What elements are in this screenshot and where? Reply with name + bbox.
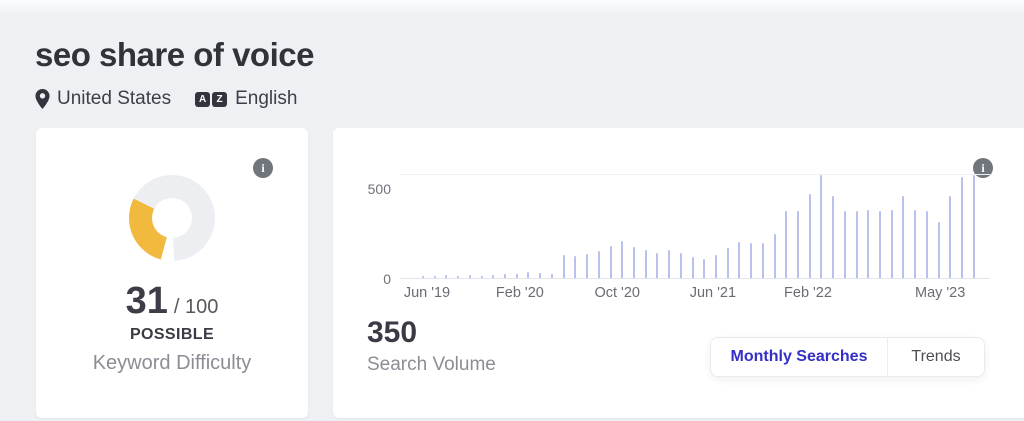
- y-axis-tick-0: 0: [383, 271, 391, 287]
- x-axis-labels: Jun '19 Feb '20 Oct '20 Jun '21 Feb '22 May '…: [404, 285, 975, 303]
- volume-bar[interactable]: [738, 242, 741, 278]
- volume-bar[interactable]: [714, 254, 717, 278]
- volume-bar[interactable]: [609, 245, 612, 278]
- chart-bars: [422, 173, 975, 278]
- search-volume-value: 350: [367, 316, 418, 349]
- x-axis-label: Feb '20: [495, 285, 544, 301]
- volume-bar[interactable]: [879, 210, 882, 278]
- difficulty-gauge: [129, 175, 215, 261]
- volume-bar[interactable]: [656, 252, 659, 278]
- language-icon: A Z: [195, 91, 228, 107]
- volume-bar[interactable]: [843, 210, 846, 278]
- volume-bar[interactable]: [492, 274, 495, 278]
- chart-tabs: Monthly Searches Trends: [710, 337, 985, 377]
- volume-bar[interactable]: [644, 249, 647, 278]
- volume-bar[interactable]: [773, 233, 776, 278]
- tab-trends[interactable]: Trends: [887, 338, 984, 376]
- y-axis-tick-500: 500: [367, 181, 391, 197]
- volume-bar[interactable]: [797, 210, 799, 278]
- volume-bar[interactable]: [457, 275, 460, 278]
- volume-bar[interactable]: [597, 250, 600, 278]
- volume-bar[interactable]: [621, 241, 624, 278]
- difficulty-score-total: / 100: [173, 296, 219, 318]
- volume-bar[interactable]: [515, 273, 518, 278]
- volume-bar[interactable]: [445, 274, 448, 278]
- volume-bar[interactable]: [832, 196, 835, 278]
- volume-bar[interactable]: [761, 243, 764, 278]
- volume-bar[interactable]: [890, 209, 893, 278]
- volume-bar[interactable]: [679, 252, 682, 278]
- page-header: seo share of voice United States A Z Eng…: [35, 36, 314, 110]
- x-axis-label: May '23: [914, 285, 966, 301]
- volume-bar[interactable]: [504, 273, 507, 278]
- volume-bar[interactable]: [468, 274, 471, 278]
- volume-bar[interactable]: [785, 210, 788, 278]
- info-icon[interactable]: i: [973, 158, 993, 178]
- volume-bar[interactable]: [820, 175, 823, 278]
- location-pin-icon: [35, 89, 50, 109]
- search-volume-label: Search Volume: [367, 354, 496, 375]
- x-axis-label: Feb '22: [784, 285, 832, 301]
- difficulty-score-row: 31/ 100: [36, 280, 308, 323]
- top-edge-highlight: [0, 0, 1024, 16]
- volume-bar[interactable]: [949, 196, 952, 278]
- volume-bar[interactable]: [972, 175, 975, 278]
- monthly-searches-chart: [400, 174, 990, 279]
- keyword-difficulty-card: i 31/ 100 POSSIBLE Keyword Difficulty: [36, 128, 308, 418]
- volume-bar[interactable]: [914, 209, 917, 278]
- page-title: seo share of voice: [35, 36, 314, 73]
- volume-bar[interactable]: [480, 275, 483, 278]
- volume-bar[interactable]: [422, 275, 424, 278]
- x-axis-label: Jun '21: [689, 285, 737, 301]
- volume-bar[interactable]: [937, 222, 940, 278]
- volume-bar[interactable]: [902, 196, 905, 278]
- volume-bar[interactable]: [691, 257, 694, 278]
- volume-bar[interactable]: [750, 243, 753, 278]
- volume-bar[interactable]: [574, 255, 577, 278]
- location-label: United States: [57, 88, 172, 109]
- volume-bar[interactable]: [539, 272, 542, 278]
- volume-bar[interactable]: [550, 273, 553, 278]
- volume-bar[interactable]: [867, 209, 870, 278]
- keyword-meta-row: United States A Z English: [35, 88, 314, 110]
- volume-bar[interactable]: [703, 259, 706, 278]
- tab-monthly-searches[interactable]: Monthly Searches: [711, 338, 887, 376]
- x-axis-label: Oct '20: [594, 285, 640, 301]
- volume-bar[interactable]: [668, 249, 671, 278]
- volume-bar[interactable]: [586, 253, 589, 278]
- volume-bar[interactable]: [808, 194, 811, 278]
- language-label: English: [235, 88, 298, 109]
- gauge-needle-icon: [160, 217, 179, 262]
- x-axis-label: Jun '19: [403, 285, 451, 301]
- info-icon[interactable]: i: [253, 158, 273, 178]
- volume-bar[interactable]: [726, 247, 729, 278]
- volume-bar[interactable]: [855, 210, 858, 278]
- difficulty-score: 31: [125, 280, 168, 322]
- difficulty-level-badge: POSSIBLE: [129, 326, 215, 343]
- volume-bar[interactable]: [433, 275, 436, 278]
- volume-bar[interactable]: [562, 254, 565, 278]
- search-volume-block: 350 Search Volume: [367, 316, 496, 376]
- volume-bar[interactable]: [925, 210, 928, 278]
- search-volume-card: i 500 0 Jun '19 Feb '20 Oct '20 Jun '21 Feb …: [333, 128, 1024, 418]
- volume-bar[interactable]: [961, 177, 964, 278]
- volume-bar[interactable]: [632, 246, 635, 278]
- difficulty-label: Keyword Difficulty: [92, 352, 252, 374]
- volume-bar[interactable]: [527, 271, 530, 278]
